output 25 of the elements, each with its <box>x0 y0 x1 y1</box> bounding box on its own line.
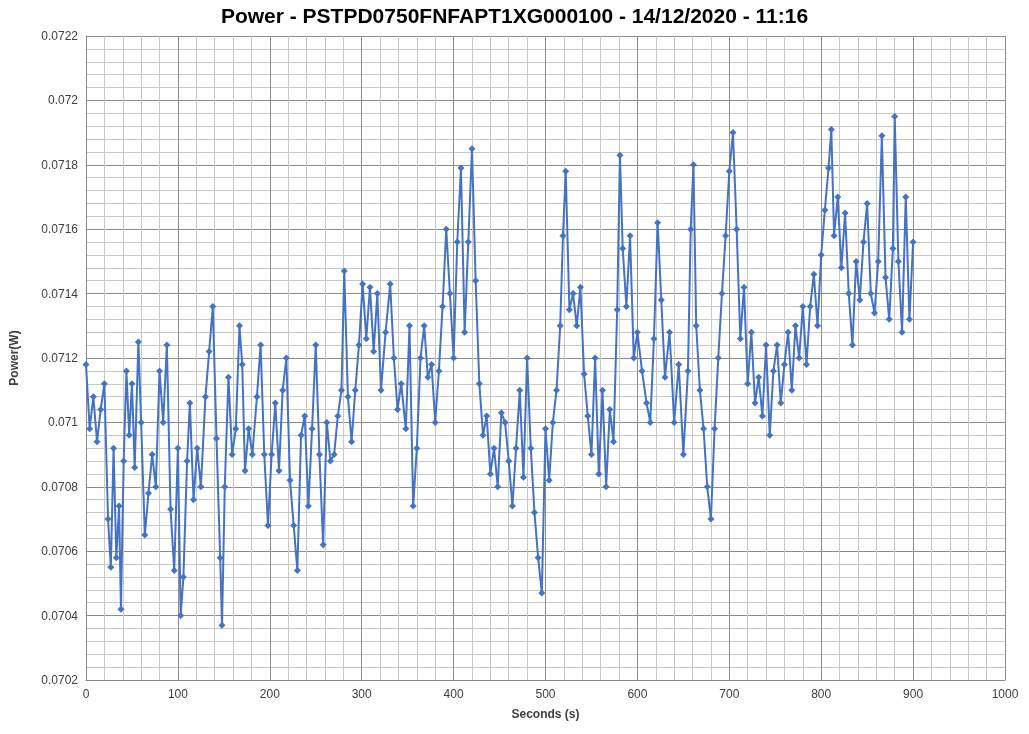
y-tick-label: 0.0718 <box>41 157 79 172</box>
chart-title: Power - PSTPD0750FNFAPT1XG000100 - 14/12/2020 - 11:16 <box>220 4 809 27</box>
y-tick-label: 0.0706 <box>41 544 79 559</box>
x-tick-label: 800 <box>811 687 832 701</box>
y-tick-label: 0.0714 <box>41 286 79 301</box>
y-tick-label: 0.0722 <box>41 29 79 43</box>
x-tick-label: 400 <box>443 687 464 701</box>
y-tick-label: 0.0702 <box>41 673 79 687</box>
y-axis-title: Power(W) <box>7 330 21 386</box>
x-tick-label: 1000 <box>991 687 1019 701</box>
y-tick-label: 0.0712 <box>41 351 79 365</box>
x-tick-label: 600 <box>627 687 648 701</box>
x-tick-label: 700 <box>719 687 740 701</box>
y-tick-label: 0.072 <box>47 93 79 108</box>
x-tick-label: 200 <box>259 687 281 701</box>
y-tick-label: 0.0708 <box>41 479 79 494</box>
x-tick-label: 100 <box>167 687 189 701</box>
x-tick-label: 900 <box>903 687 924 701</box>
x-tick-label: 500 <box>535 687 556 701</box>
x-axis-title: Seconds (s) <box>511 707 580 721</box>
x-tick-label: 300 <box>351 687 373 701</box>
y-tick-label: 0.0716 <box>41 222 79 237</box>
y-tick-label: 0.0704 <box>41 608 79 623</box>
y-tick-label: 0.071 <box>47 415 79 430</box>
x-tick-label: 0 <box>82 687 90 701</box>
